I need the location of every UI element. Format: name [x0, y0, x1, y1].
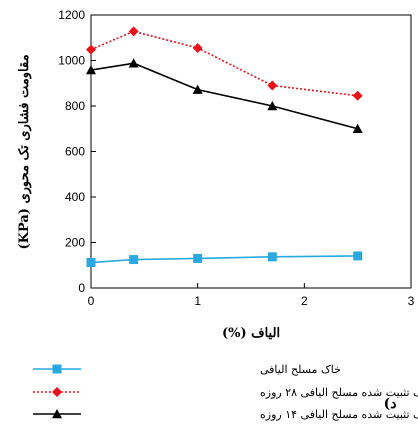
series-marker — [352, 90, 363, 101]
series-marker — [267, 252, 277, 262]
series-marker — [129, 255, 139, 265]
y-tick-label: 400 — [65, 190, 85, 204]
x-tick-label: 3 — [408, 294, 415, 308]
y-tick-label: 1200 — [58, 8, 85, 22]
x-tick-label: 2 — [301, 294, 308, 308]
series-marker — [52, 387, 62, 397]
series-marker — [86, 258, 96, 268]
series-line — [90, 62, 358, 130]
series-marker — [192, 84, 203, 94]
x-tick-label: 1 — [194, 294, 201, 308]
series-marker — [192, 42, 203, 53]
series-marker — [193, 253, 203, 263]
series-marker — [267, 80, 278, 91]
legend-label: خاک تثبیت شده مسلح الیافی ۲۸ روزه — [260, 386, 418, 399]
legend: خاک مسلح الیافی خاک تثبیت شده مسلح الیافی… — [33, 363, 418, 421]
series-3 — [86, 58, 363, 133]
y-tick-label: 800 — [65, 99, 85, 113]
x-axis-title: الیاف (%) — [222, 326, 280, 341]
legend-label: خاک تثبیت شده مسلح الیافی ۱۴ روزه — [260, 408, 418, 421]
axis-ticks: 0 200 400 600 800 1000 1200 0 1 2 3 — [58, 8, 414, 308]
series-marker — [52, 409, 62, 419]
series-marker — [353, 251, 363, 261]
series-marker — [86, 65, 96, 75]
series-marker — [86, 44, 96, 55]
series-marker — [267, 101, 278, 111]
series-marker — [352, 123, 363, 133]
series-group — [86, 26, 363, 268]
series-marker — [52, 364, 62, 374]
y-tick-label: 0 — [78, 281, 85, 295]
series-2 — [86, 26, 363, 101]
panel-label: (د — [384, 396, 397, 412]
legend-label: خاک مسلح الیافی — [260, 363, 341, 376]
y-tick-label: 1000 — [58, 54, 85, 68]
y-axis-title: مقاومت فشاری تک محوری (KPa) — [17, 54, 32, 249]
series-1 — [86, 251, 363, 268]
series-marker — [128, 26, 139, 37]
series-marker — [128, 58, 139, 68]
y-tick-label: 200 — [65, 236, 85, 250]
plot-area — [90, 14, 412, 289]
x-tick-label: 0 — [88, 294, 95, 308]
y-tick-label: 600 — [65, 145, 85, 159]
